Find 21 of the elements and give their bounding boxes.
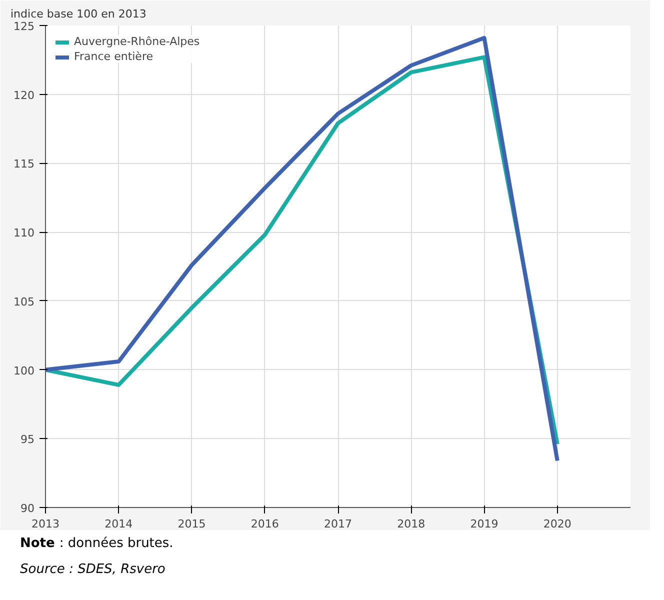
x-tick-label: 2013 bbox=[32, 518, 60, 530]
x-tick-label: 2018 bbox=[397, 518, 426, 530]
x-tick-label: 2015 bbox=[178, 518, 206, 530]
y-axis-title: indice base 100 en 2013 bbox=[10, 8, 146, 20]
y-tick-label: 105 bbox=[14, 295, 35, 308]
y-tick-label: 115 bbox=[14, 158, 35, 171]
legend-label: France entière bbox=[74, 50, 153, 63]
y-tick-label: 90 bbox=[20, 502, 35, 515]
x-tick-label: 2017 bbox=[324, 518, 352, 530]
y-tick-label: 100 bbox=[14, 364, 35, 378]
y-tick-label: 95 bbox=[20, 433, 35, 446]
source-note: Source : SDES, Rsvero bbox=[20, 562, 166, 577]
legend-label: Auvergne-Rhône-Alpes bbox=[74, 35, 200, 48]
x-tick-label: 2016 bbox=[250, 518, 279, 530]
text: Note : données brutes. bbox=[20, 535, 174, 553]
x-tick-label: 2014 bbox=[104, 518, 133, 530]
x-tick-label: 2019 bbox=[470, 518, 498, 530]
x-tick-label: 2020 bbox=[543, 518, 572, 530]
y-tick-label: 125 bbox=[14, 20, 35, 33]
y-tick-label: 110 bbox=[14, 226, 35, 240]
y-tick-label: 120 bbox=[14, 88, 35, 102]
